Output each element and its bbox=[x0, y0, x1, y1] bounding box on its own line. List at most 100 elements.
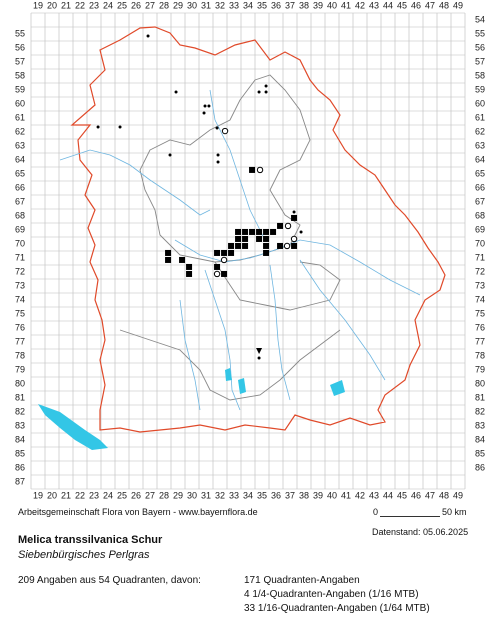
row-label: 67 bbox=[15, 196, 25, 206]
square-marker bbox=[214, 249, 221, 256]
column-label: 24 bbox=[103, 0, 113, 10]
count-line: 4 1/4-Quadranten-Angaben (1/16 MTB) bbox=[244, 589, 419, 600]
row-label: 68 bbox=[475, 210, 485, 220]
common-name: Siebenbürgisches Perlgras bbox=[18, 549, 150, 561]
column-label: 27 bbox=[145, 0, 155, 10]
square-marker bbox=[291, 242, 298, 249]
square-marker bbox=[242, 235, 249, 242]
row-label: 86 bbox=[475, 462, 485, 472]
dot-marker bbox=[118, 125, 122, 129]
column-label: 44 bbox=[383, 0, 393, 10]
column-label: 20 bbox=[47, 0, 57, 10]
row-label: 65 bbox=[15, 168, 25, 178]
row-label: 63 bbox=[475, 140, 485, 150]
column-label: 25 bbox=[117, 490, 127, 500]
square-marker bbox=[221, 270, 228, 277]
row-label: 59 bbox=[15, 84, 25, 94]
circle-marker bbox=[284, 222, 292, 230]
column-label: 44 bbox=[383, 490, 393, 500]
square-marker bbox=[186, 270, 193, 277]
circle-marker bbox=[213, 270, 221, 278]
column-label: 39 bbox=[313, 490, 323, 500]
row-label: 62 bbox=[475, 126, 485, 136]
row-label: 82 bbox=[475, 406, 485, 416]
column-label: 43 bbox=[369, 0, 379, 10]
row-label: 79 bbox=[15, 364, 25, 374]
count-line: 171 Quadranten-Angaben bbox=[244, 575, 360, 586]
column-label: 36 bbox=[271, 490, 281, 500]
column-label: 33 bbox=[229, 0, 239, 10]
column-label: 28 bbox=[159, 490, 169, 500]
column-label: 21 bbox=[61, 0, 71, 10]
column-label: 26 bbox=[131, 0, 141, 10]
square-marker bbox=[242, 242, 249, 249]
column-label: 28 bbox=[159, 0, 169, 10]
column-label: 29 bbox=[173, 490, 183, 500]
column-label: 45 bbox=[397, 0, 407, 10]
column-label: 37 bbox=[285, 490, 295, 500]
row-label: 73 bbox=[15, 280, 25, 290]
map: 19 20 21 22 23 24 25 26 27 28 29 30 31 32 33 34 35 36 37 38… bbox=[15, 0, 485, 500]
column-label: 43 bbox=[369, 490, 379, 500]
row-label: 78 bbox=[15, 350, 25, 360]
row-label: 73 bbox=[475, 280, 485, 290]
column-label: 27 bbox=[145, 490, 155, 500]
column-label: 46 bbox=[411, 0, 421, 10]
column-label: 35 bbox=[257, 0, 267, 10]
square-marker bbox=[228, 249, 235, 256]
row-label: 76 bbox=[475, 322, 485, 332]
square-marker bbox=[277, 242, 284, 249]
column-label: 42 bbox=[355, 0, 365, 10]
district-border bbox=[119, 74, 341, 401]
row-label: 61 bbox=[15, 112, 25, 122]
square-marker bbox=[277, 222, 284, 229]
row-label: 68 bbox=[15, 210, 25, 220]
column-label: 35 bbox=[257, 490, 267, 500]
column-label: 38 bbox=[299, 0, 309, 10]
square-marker bbox=[270, 228, 277, 235]
square-marker bbox=[256, 235, 263, 242]
square-marker bbox=[263, 228, 270, 235]
column-label: 21 bbox=[61, 490, 71, 500]
column-label: 22 bbox=[75, 490, 85, 500]
dot-marker bbox=[207, 104, 211, 108]
row-label: 81 bbox=[15, 392, 25, 402]
square-marker bbox=[242, 228, 249, 235]
column-label: 48 bbox=[439, 490, 449, 500]
column-label: 47 bbox=[425, 0, 435, 10]
row-label: 78 bbox=[475, 350, 485, 360]
row-label: 66 bbox=[15, 182, 25, 192]
row-label: 76 bbox=[15, 322, 25, 332]
column-label: 41 bbox=[341, 0, 351, 10]
column-label: 34 bbox=[243, 490, 253, 500]
dot-marker bbox=[202, 111, 206, 115]
dot-marker bbox=[292, 210, 296, 214]
lake bbox=[238, 378, 246, 394]
lake bbox=[330, 380, 345, 396]
row-label: 83 bbox=[15, 420, 25, 430]
column-label: 33 bbox=[229, 490, 239, 500]
dot-marker bbox=[174, 90, 178, 94]
dot-marker bbox=[216, 160, 220, 164]
species: Melica transsilvanica Schur bbox=[18, 534, 163, 546]
column-label: 39 bbox=[313, 0, 323, 10]
square-marker bbox=[214, 263, 221, 270]
column-label: 25 bbox=[117, 0, 127, 10]
dot-marker bbox=[168, 153, 172, 157]
row-label: 60 bbox=[475, 98, 485, 108]
row-label: 84 bbox=[15, 434, 25, 444]
row-label: 61 bbox=[475, 112, 485, 122]
square-marker bbox=[291, 214, 298, 221]
row-label: 56 bbox=[475, 42, 485, 52]
square-marker bbox=[256, 228, 263, 235]
column-label: 31 bbox=[201, 0, 211, 10]
date: Datenstand: 05.06.2025 bbox=[372, 527, 469, 537]
row-label: 77 bbox=[475, 336, 485, 346]
column-label: 32 bbox=[215, 0, 225, 10]
square-marker bbox=[228, 242, 235, 249]
square-marker bbox=[249, 166, 256, 173]
dot-marker bbox=[299, 230, 303, 234]
row-label: 71 bbox=[15, 252, 25, 262]
row-label: 85 bbox=[15, 448, 25, 458]
dot-marker bbox=[257, 356, 261, 360]
